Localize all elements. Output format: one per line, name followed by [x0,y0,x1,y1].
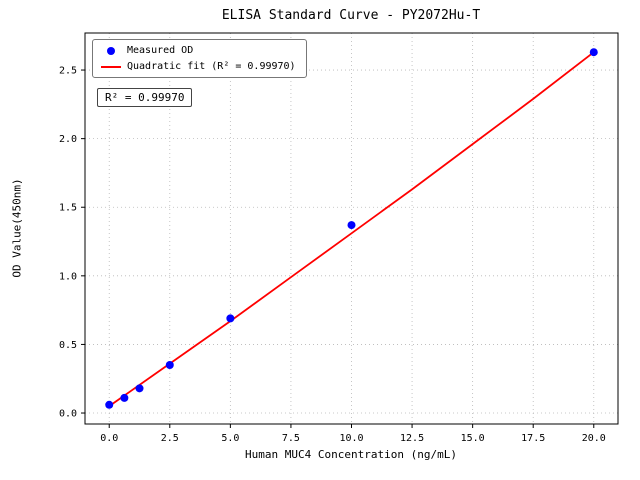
x-tick-label: 2.5 [161,433,179,444]
y-tick-label: 0.5 [59,340,77,351]
x-tick-label: 7.5 [282,433,300,444]
y-tick-label: 2.0 [59,134,77,145]
data-point [120,393,129,402]
legend-label-quadratic-fit: Quadratic fit (R² = 0.99970) [127,61,296,72]
r-squared-annotation: R² = 0.99970 [97,88,193,107]
legend: Measured OD Quadratic fit (R² = 0.99970) [92,39,307,78]
scatter-marker-icon [107,46,115,55]
legend-label-measured-od: Measured OD [127,45,194,56]
y-tick-label: 0.0 [59,409,77,420]
x-tick-label: 15.0 [461,433,485,444]
data-point [347,221,356,230]
fit-line [108,51,595,407]
x-tick-label: 12.5 [400,433,424,444]
data-point [165,361,174,370]
chart-title: ELISA Standard Curve - PY2072Hu-T [221,8,481,23]
x-tick-label: 10.0 [339,433,363,444]
y-tick-label: 1.0 [59,271,77,282]
x-tick-label: 0.0 [100,433,118,444]
data-point [226,314,235,323]
x-tick-label: 17.5 [521,433,545,444]
x-axis-label: Human MUC4 Concentration (ng/mL) [245,448,457,461]
data-point [135,384,144,393]
data-point [589,48,598,57]
y-tick-label: 1.5 [59,203,77,214]
legend-item-measured-od: Measured OD [101,45,296,56]
data-point [105,400,114,409]
legend-item-quadratic-fit: Quadratic fit (R² = 0.99970) [101,61,296,72]
y-axis-label: OD Value(450nm) [10,178,24,278]
y-tick-label: 2.5 [59,66,77,77]
line-marker-icon [101,65,121,68]
x-tick-label: 20.0 [582,433,606,444]
x-tick-label: 5.0 [221,433,239,444]
